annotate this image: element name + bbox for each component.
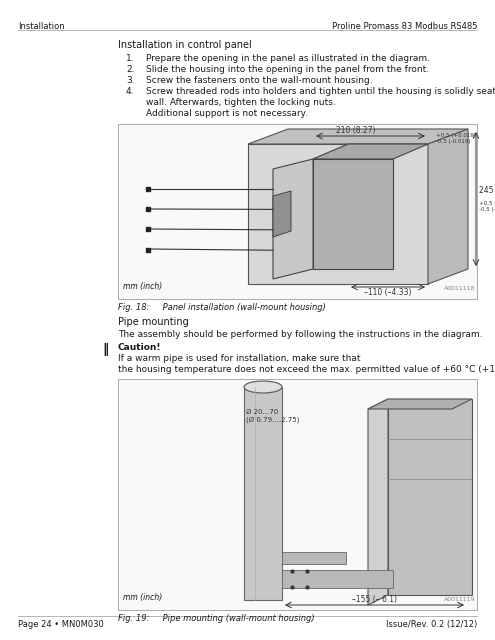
Text: Additional support is not necessary.: Additional support is not necessary.: [146, 109, 307, 118]
Text: Fig. 18:     Panel installation (wall-mount housing): Fig. 18: Panel installation (wall-mount …: [118, 303, 326, 312]
Text: Installation: Installation: [18, 22, 65, 31]
Bar: [244, 387, 282, 600]
Text: Screw the fasteners onto the wall-mount housing.: Screw the fasteners onto the wall-mount …: [146, 76, 373, 85]
Polygon shape: [273, 191, 291, 237]
Text: Installation in control panel: Installation in control panel: [118, 40, 252, 50]
Text: Fig. 19:     Pipe mounting (wall-mount housing): Fig. 19: Pipe mounting (wall-mount housi…: [118, 614, 315, 623]
Text: Prepare the opening in the panel as illustrated in the diagram.: Prepare the opening in the panel as illu…: [146, 54, 430, 63]
Text: A0011119: A0011119: [444, 597, 475, 602]
Text: Caution!: Caution!: [118, 343, 161, 352]
Text: Page 24 • MN0M030: Page 24 • MN0M030: [18, 620, 104, 629]
FancyBboxPatch shape: [118, 124, 477, 299]
Text: –155 (– 6.1): –155 (– 6.1): [352, 595, 397, 604]
Polygon shape: [248, 144, 428, 284]
Polygon shape: [313, 144, 428, 159]
Polygon shape: [428, 129, 468, 284]
Text: +0.5 (+0.019)
-0.5 (-0.019): +0.5 (+0.019) -0.5 (-0.019): [436, 133, 476, 144]
Text: Slide the housing into the opening in the panel from the front.: Slide the housing into the opening in th…: [146, 65, 429, 74]
Text: +0.5 (+0.019)
-0.5 (-0.019): +0.5 (+0.019) -0.5 (-0.019): [479, 201, 495, 212]
Text: Issue/Rev. 0.2 (12/12): Issue/Rev. 0.2 (12/12): [386, 620, 477, 629]
Text: –110 (–4.33): –110 (–4.33): [364, 288, 412, 297]
FancyBboxPatch shape: [118, 379, 477, 610]
Polygon shape: [273, 159, 313, 279]
Text: Pipe mounting: Pipe mounting: [118, 317, 189, 327]
Text: The assembly should be performed by following the instructions in the diagram.: The assembly should be performed by foll…: [118, 330, 483, 339]
Text: ‖: ‖: [103, 343, 109, 356]
Text: 210 (8.27): 210 (8.27): [336, 126, 375, 135]
Text: Ø 20...70
(Ø 0.79....2.75): Ø 20...70 (Ø 0.79....2.75): [246, 409, 299, 423]
Ellipse shape: [244, 381, 282, 393]
Text: 245 (9.65): 245 (9.65): [479, 186, 495, 195]
Text: Screw threaded rods into holders and tighten until the housing is solidly seated: Screw threaded rods into holders and tig…: [146, 87, 495, 96]
Bar: [282, 552, 346, 564]
Bar: [282, 570, 393, 588]
Text: mm (inch): mm (inch): [123, 282, 162, 291]
Text: 2.: 2.: [126, 65, 135, 74]
Polygon shape: [368, 399, 472, 409]
Text: If a warm pipe is used for installation, make sure that: If a warm pipe is used for installation,…: [118, 354, 360, 363]
Polygon shape: [313, 159, 393, 269]
Text: Proline Promass 83 Modbus RS485: Proline Promass 83 Modbus RS485: [332, 22, 477, 31]
Text: mm (inch): mm (inch): [123, 593, 162, 602]
Text: wall. Afterwards, tighten the locking nuts.: wall. Afterwards, tighten the locking nu…: [146, 98, 336, 107]
Text: 1.: 1.: [126, 54, 135, 63]
Text: 3.: 3.: [126, 76, 135, 85]
Polygon shape: [368, 399, 388, 605]
Text: A0011118: A0011118: [444, 286, 475, 291]
Polygon shape: [313, 164, 393, 264]
Text: 4.: 4.: [126, 87, 135, 96]
Text: the housing temperature does not exceed the max. permitted value of +60 °C (+140: the housing temperature does not exceed …: [118, 365, 495, 374]
Bar: [388, 399, 472, 595]
Polygon shape: [248, 129, 468, 144]
